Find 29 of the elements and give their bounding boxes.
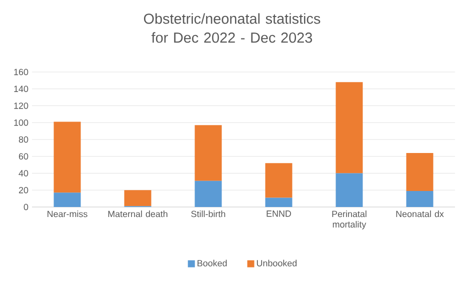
y-tick-label: 20 <box>18 186 28 194</box>
bar <box>406 153 434 191</box>
x-tick-label: Near-miss <box>48 210 88 218</box>
y-tick-label: 140 <box>14 86 28 92</box>
y-tick-label: 0 <box>24 204 28 210</box>
legend-label: Unbooked <box>256 260 297 266</box>
bar <box>54 192 81 207</box>
y-tick-label: 160 <box>14 68 28 76</box>
y-tick-label: 100 <box>14 119 28 126</box>
x-tick-label: Maternal death <box>108 210 168 218</box>
legend-label: Booked <box>198 260 227 266</box>
x-tick-label: ENND <box>266 210 292 217</box>
bar <box>124 190 152 206</box>
chart-title: Obstetric/neonatal statistics for Dec 2022 - Dec 2023 <box>144 13 320 43</box>
bar <box>265 198 292 207</box>
bar <box>336 173 363 207</box>
bar <box>194 125 222 181</box>
y-tick-label: 120 <box>14 102 28 109</box>
x-tick-label: Perinatal mortality <box>332 210 366 230</box>
y-tick-label: 60 <box>18 153 28 160</box>
x-tick-label: Still-birth <box>191 210 226 218</box>
x-tick-label: Neonatal dx <box>396 210 444 218</box>
y-tick-label: 40 <box>18 170 28 176</box>
bar <box>406 190 434 207</box>
bar <box>336 82 363 174</box>
y-tick-label: 80 <box>18 136 28 143</box>
bar <box>194 180 222 207</box>
bar <box>54 122 81 193</box>
bar <box>265 163 292 198</box>
